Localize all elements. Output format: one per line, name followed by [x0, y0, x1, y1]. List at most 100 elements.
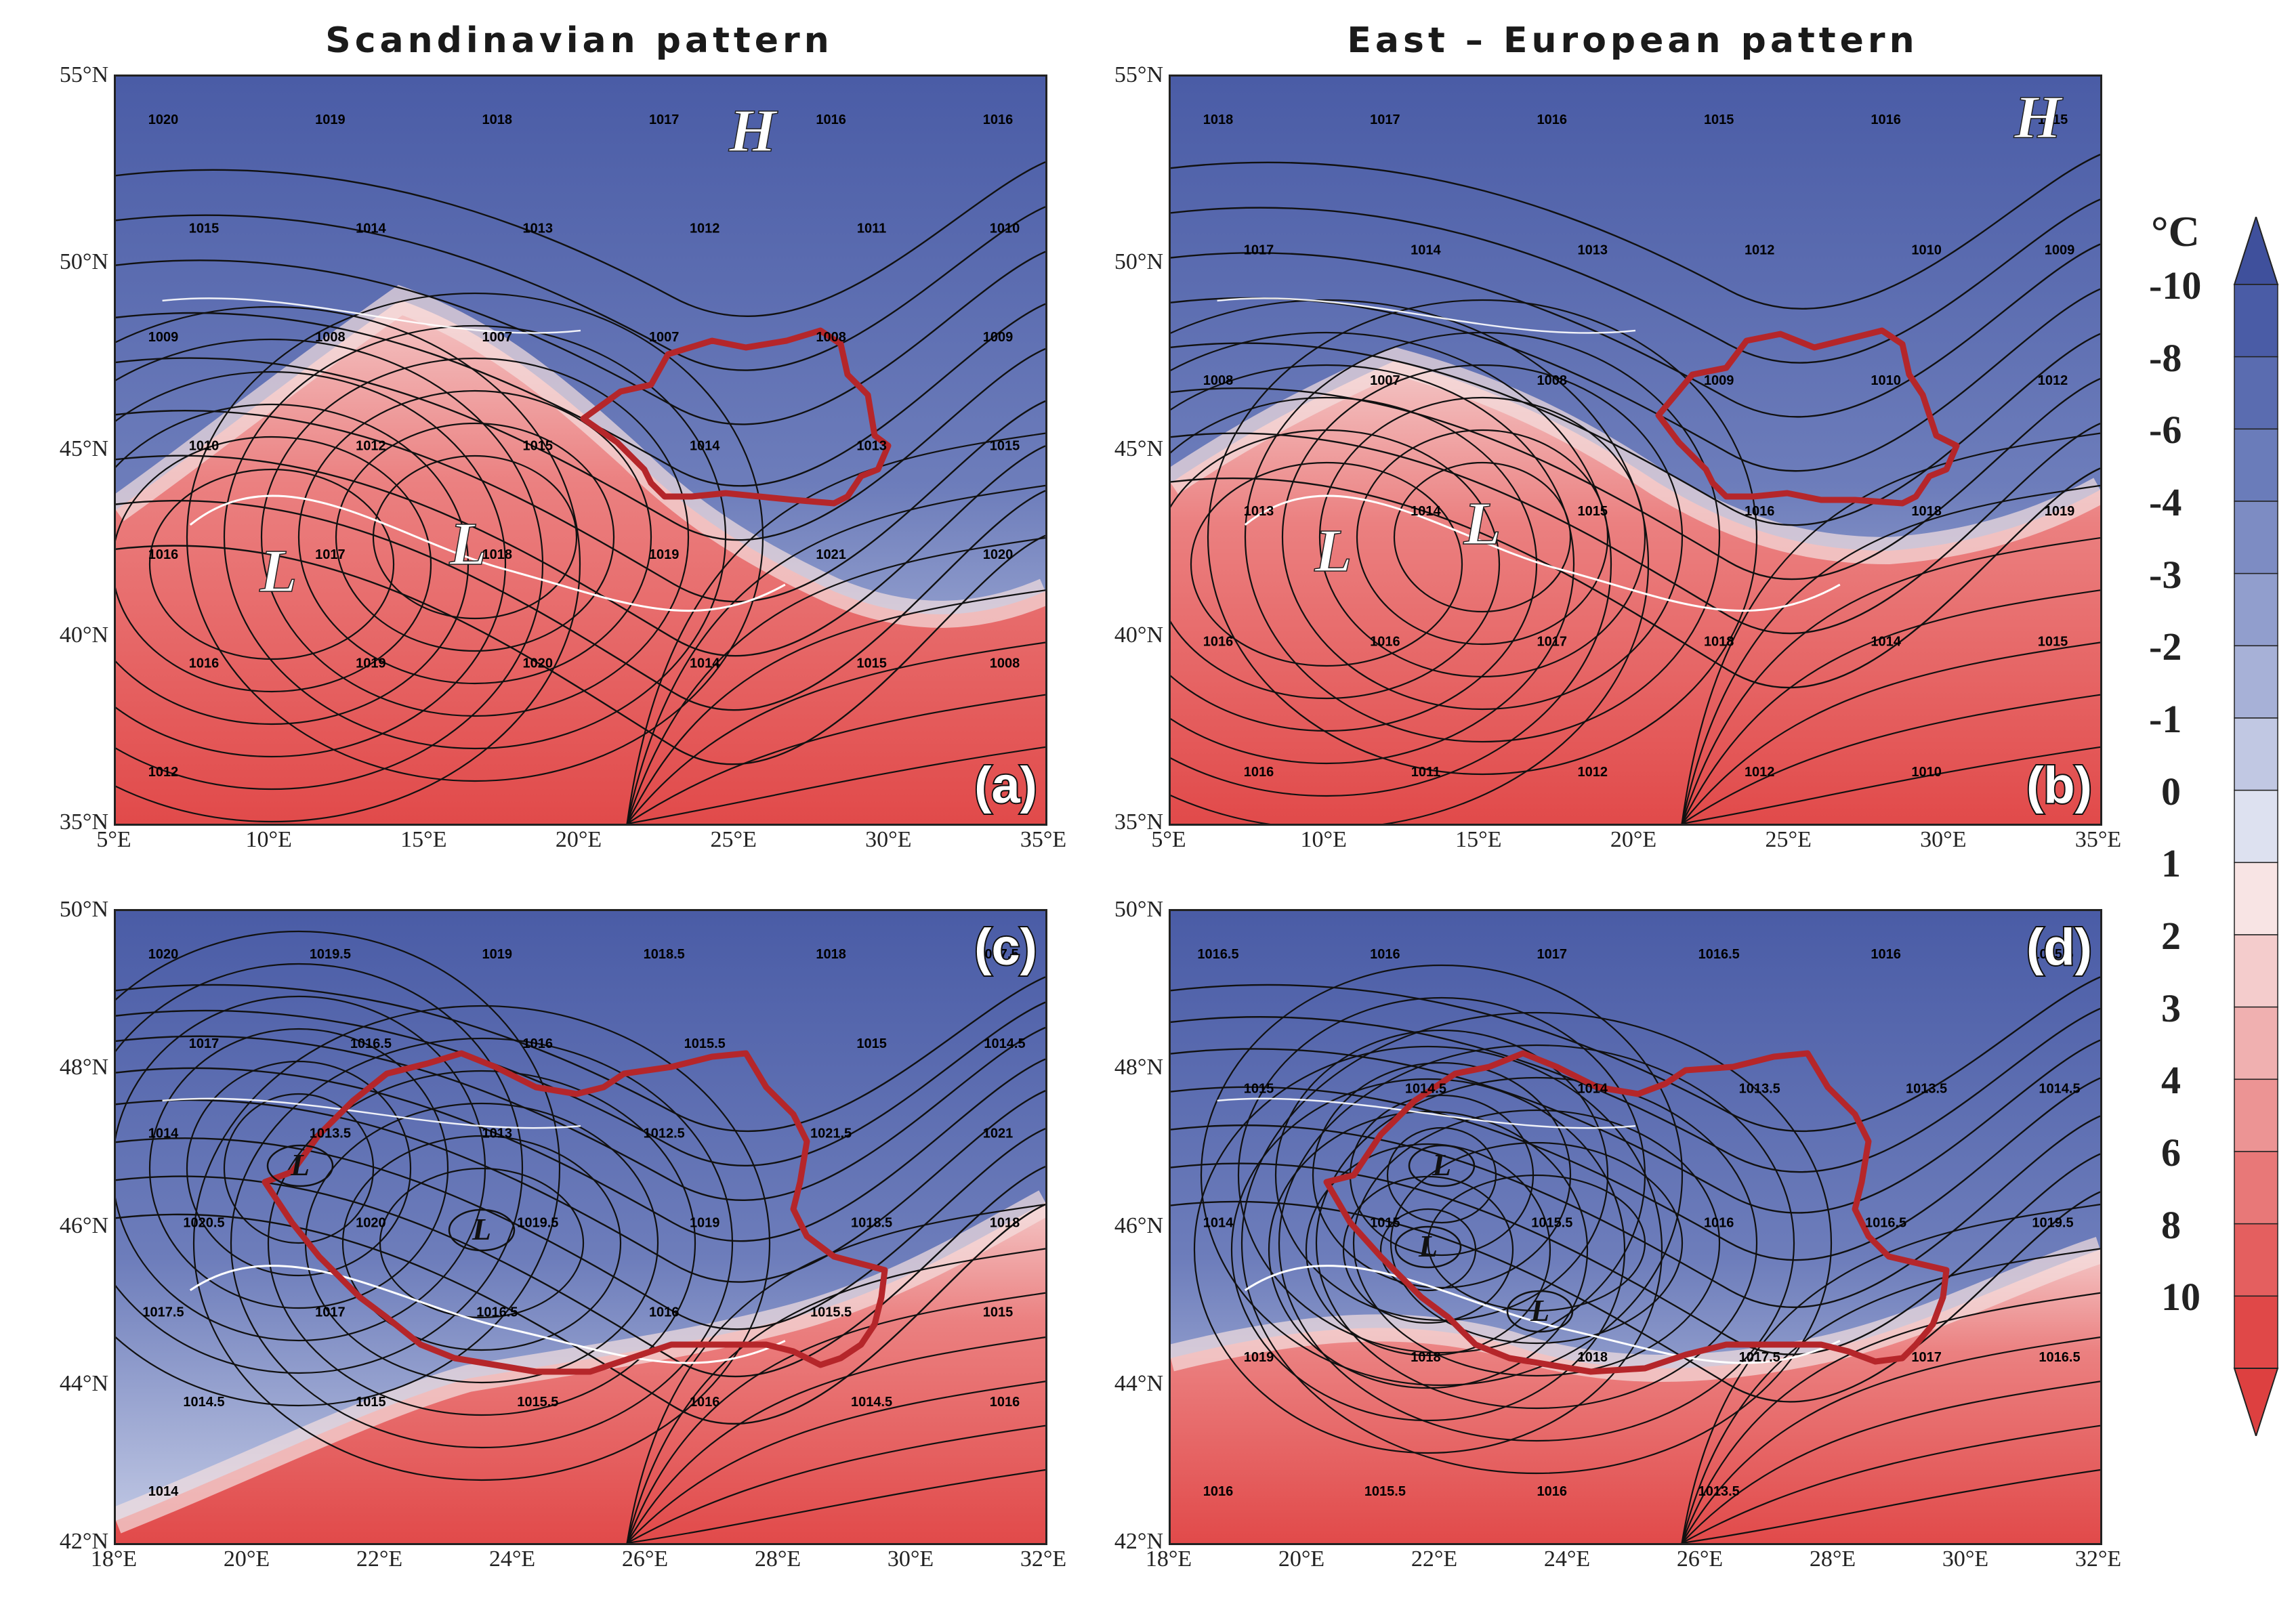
- isobar-label: 1017: [189, 1036, 220, 1051]
- isobar-line: [1682, 1469, 2100, 1543]
- isobar-label: 1014: [1411, 243, 1441, 258]
- isobar-label: 1013: [856, 439, 887, 454]
- isobar-line: [116, 303, 1045, 487]
- isobar-line: [116, 1058, 1045, 1242]
- pressure-center-label: L: [1314, 518, 1352, 585]
- isobar-line: [1171, 1077, 2100, 1261]
- colorbar-segment: [2234, 1078, 2278, 1152]
- isobar-label: 1015.5: [1364, 1484, 1406, 1499]
- isobar-label: 1016: [649, 1305, 680, 1320]
- isobar-label: 1015: [983, 1305, 1014, 1320]
- isobar-line: [116, 445, 1045, 657]
- colorbar-segment: [2234, 1223, 2278, 1297]
- isobar-label: 1018: [1704, 634, 1734, 649]
- isobar-line: [116, 1090, 1045, 1283]
- isobar-line: [1681, 432, 2100, 824]
- coastline: [1244, 494, 1841, 612]
- isobar-label: 1017: [649, 112, 680, 127]
- isobar-label: 1013: [1578, 243, 1608, 258]
- isobar-ring: [1268, 1110, 1589, 1389]
- isobar-label: 1016: [983, 112, 1014, 127]
- isobar-ring: [1171, 299, 1649, 824]
- isobar-label: 1012: [2038, 373, 2068, 388]
- longitude-label: 35°E: [2074, 827, 2122, 852]
- isobar-ring: [1318, 396, 1646, 678]
- colorbar-tick-label: -8: [2149, 335, 2182, 380]
- map-b: 1018 1017 1016 1015 1016 1015 1017 1014 1013 1012…: [1171, 77, 2100, 824]
- latitude-label: 50°N: [1114, 897, 1163, 922]
- map-d: 1016.5 1016 1017 1016.5 1016 1015.5 1015 1014.5…: [1171, 911, 2100, 1543]
- isobar-label: 1012: [148, 765, 179, 780]
- isobar-line: [116, 1026, 1045, 1201]
- longitude-label: 10°E: [245, 827, 292, 852]
- isobar-label: 1020: [148, 112, 179, 127]
- colorbar-segment: [2234, 1006, 2278, 1080]
- isobar-line: [116, 1128, 1045, 1330]
- isobar-label: 1014.5: [1405, 1081, 1446, 1096]
- longitude-label: 10°E: [1300, 827, 1347, 852]
- longitude-label: 20°E: [1278, 1546, 1325, 1572]
- coastlines: [1217, 297, 1841, 612]
- isobar-label: 1015.5: [517, 1395, 558, 1410]
- latitude-label: 45°N: [1114, 436, 1163, 461]
- title-scandinavian-pattern: Scandinavian pattern: [325, 20, 833, 61]
- isobar-label: 1015: [856, 656, 887, 671]
- latitude-label: 50°N: [59, 897, 108, 922]
- isobar-label: 1016: [189, 656, 220, 671]
- isobar-label: 1010: [990, 222, 1020, 236]
- isobar-line: [627, 1469, 1045, 1543]
- colorbar-segment: [2234, 934, 2278, 1008]
- isobars: [116, 161, 1045, 824]
- pressure-center-label: L: [472, 1212, 491, 1246]
- isobar-label: 1017.5: [142, 1305, 184, 1320]
- longitude-label: 18°E: [90, 1546, 138, 1572]
- isobar-label: 1018: [482, 112, 513, 127]
- coastlines: [162, 297, 786, 612]
- isobar-label: 1018.5: [851, 1216, 892, 1231]
- colorbar-segment: [2234, 501, 2278, 574]
- latitude-label: 40°N: [1114, 623, 1163, 648]
- longitude-label: 22°E: [356, 1546, 403, 1572]
- isobar-line: [1681, 1336, 2100, 1543]
- isobar-label: 1016: [1745, 504, 1775, 519]
- isobar-label: 1009: [1704, 373, 1734, 388]
- isobar-ring: [1305, 1143, 1551, 1357]
- colorbar-unit: °C: [2151, 207, 2200, 255]
- latitude-label: 50°N: [59, 249, 108, 274]
- isobar-line: [626, 641, 1045, 824]
- isobar-ring: [1312, 1061, 1572, 1289]
- pressure-center-label: L: [449, 511, 487, 578]
- longitude-label: 18°E: [1145, 1546, 1192, 1572]
- isobar-label: 1018: [1911, 504, 1942, 519]
- colorbar-tick-label: 6: [2161, 1131, 2181, 1175]
- isobar-ring: [148, 468, 395, 660]
- isobar-line: [627, 1425, 1045, 1543]
- isobars: [116, 931, 1045, 1543]
- isobar-label: 1014: [148, 1126, 179, 1141]
- isobar-line: [116, 1001, 1045, 1166]
- isobar-label: 1016: [1203, 1484, 1234, 1499]
- isobar-line: [116, 161, 1045, 317]
- isobar-label: 1021: [816, 547, 846, 562]
- isobar-label: 1018: [1411, 1350, 1441, 1365]
- isobar-label: 1012: [1745, 765, 1775, 780]
- isobar-label: 1018: [1578, 1350, 1608, 1365]
- isobar-line: [1682, 746, 2100, 824]
- isobar-line: [1681, 641, 2100, 824]
- coastlines: [1217, 1097, 1841, 1364]
- isobar-label: 1014: [690, 656, 720, 671]
- isobar-ring: [148, 1028, 449, 1309]
- isobar-ring: [192, 1005, 771, 1481]
- isobar-label: 1018.5: [644, 947, 685, 962]
- latitude-label: 45°N: [59, 436, 108, 461]
- longitude-label: 25°E: [1765, 827, 1812, 852]
- colorbar-tick-label: -4: [2149, 480, 2182, 524]
- isobar-label: 1011: [857, 222, 886, 236]
- longitude-label: 5°E: [1151, 827, 1186, 852]
- isobar-labels: 1020 1019.5 1019 1018.5 1018 1017.5 1017 1016.5…: [142, 947, 1025, 1499]
- colorbar-segment: [2234, 1295, 2278, 1369]
- isobar-ring: [1352, 1109, 1721, 1377]
- isobar-label: 1015: [856, 1036, 887, 1051]
- longitude-label: 32°E: [1020, 1546, 1067, 1572]
- isobar-label: 1020: [356, 1216, 386, 1231]
